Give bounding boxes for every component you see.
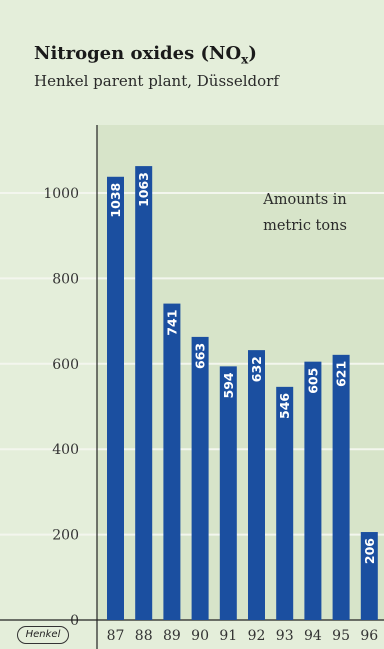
bar-value-label: 621 [334,361,349,387]
x-tick-label: 93 [276,628,294,644]
x-tick-label: 91 [219,628,237,644]
bar-value-label: 594 [221,372,236,398]
units-annotation-line1: Amounts in [263,192,347,208]
x-tick-label: 90 [191,628,209,644]
chart-subtitle: Henkel parent plant, Düsseldorf [34,72,279,90]
bar-value-label: 605 [305,368,320,394]
x-tick-label: 94 [304,628,322,644]
bar [304,361,322,620]
x-tick-label: 95 [332,628,350,644]
bar [276,386,294,620]
bar-value-label: 741 [164,310,179,336]
bar [332,354,350,620]
chart-title: Nitrogen oxides (NOx) [34,43,257,67]
y-tick-label: 600 [52,357,79,373]
y-tick-label: 800 [52,271,79,287]
bar [248,350,265,620]
bar [163,303,181,620]
x-tick-label: 88 [135,628,153,644]
henkel-logo: Henkel [17,626,69,644]
units-annotation: Amounts in metric tons [244,187,366,239]
bar [219,366,237,620]
bar-value-label: 546 [277,393,292,419]
y-tick-label: 200 [52,528,79,544]
x-tick-label: 87 [107,628,125,644]
bar [135,166,153,620]
x-tick-label: 96 [360,628,378,644]
x-tick-label: 89 [163,628,181,644]
bar [191,336,209,620]
units-annotation-line2: metric tons [263,218,347,234]
bar-value-label: 1063 [136,172,151,207]
bar [360,532,378,620]
bar-value-label: 1038 [108,183,123,218]
bar-value-label: 206 [362,538,377,564]
y-tick-label: 1000 [43,186,79,202]
x-tick-label: 92 [248,628,266,644]
y-tick-label: 400 [52,442,79,458]
bar-value-label: 663 [193,343,208,369]
bar-value-label: 632 [249,356,264,382]
bar [107,176,124,621]
y-tick-label: 0 [70,613,79,629]
